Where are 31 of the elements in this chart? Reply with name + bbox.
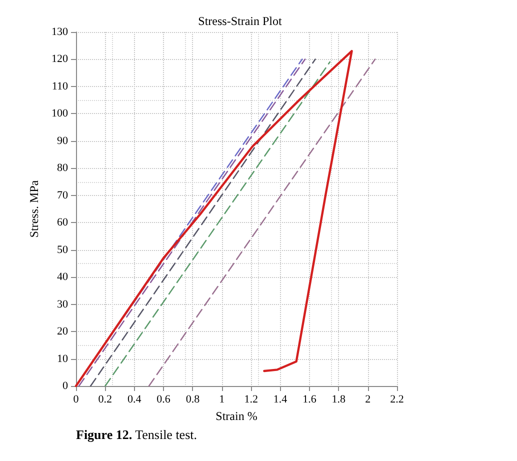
x-tick-label: 0.6	[156, 394, 171, 406]
x-tick-label: 1.6	[302, 394, 317, 406]
y-tick-label: 70	[57, 189, 68, 202]
y-axis-title: Stress. MPa	[27, 180, 41, 238]
x-tick-label: 1.2	[244, 394, 258, 406]
x-tick-label: 0.2	[98, 394, 112, 406]
y-tick-label: 30	[57, 298, 68, 310]
x-axis-title: Strain %	[216, 408, 258, 423]
line-series	[74, 50, 353, 388]
x-tick-label: 0.8	[186, 394, 200, 406]
y-tick-label: 40	[57, 271, 68, 284]
y-tick-label: 10	[57, 352, 68, 365]
y-tick-label: 90	[57, 134, 68, 147]
y-tick-label: 50	[57, 244, 68, 256]
x-tick-label: 1.8	[332, 394, 346, 406]
x-tick-label: 2.2	[390, 394, 404, 406]
y-tick-label: 110	[52, 80, 68, 92]
caption: Figure 12. Tensile test.	[76, 427, 198, 442]
chart-title: Stress-Strain Plot	[198, 14, 282, 28]
x-tick-label: 1.4	[273, 394, 288, 406]
y-tick-label: 60	[57, 216, 68, 229]
x-tick-label: 1	[219, 394, 225, 406]
x-tick-label: 0.4	[127, 394, 142, 406]
x-tick-label: 0	[73, 394, 80, 406]
y-tick-label: 120	[52, 53, 68, 66]
y-tick-label: 100	[52, 108, 68, 120]
y-tick-label: 0	[62, 380, 68, 392]
x-tick-label: 2	[365, 394, 371, 406]
y-tick-label: 80	[57, 162, 68, 174]
y-tick-label: 130	[52, 26, 68, 38]
y-tick-label: 20	[57, 326, 68, 338]
